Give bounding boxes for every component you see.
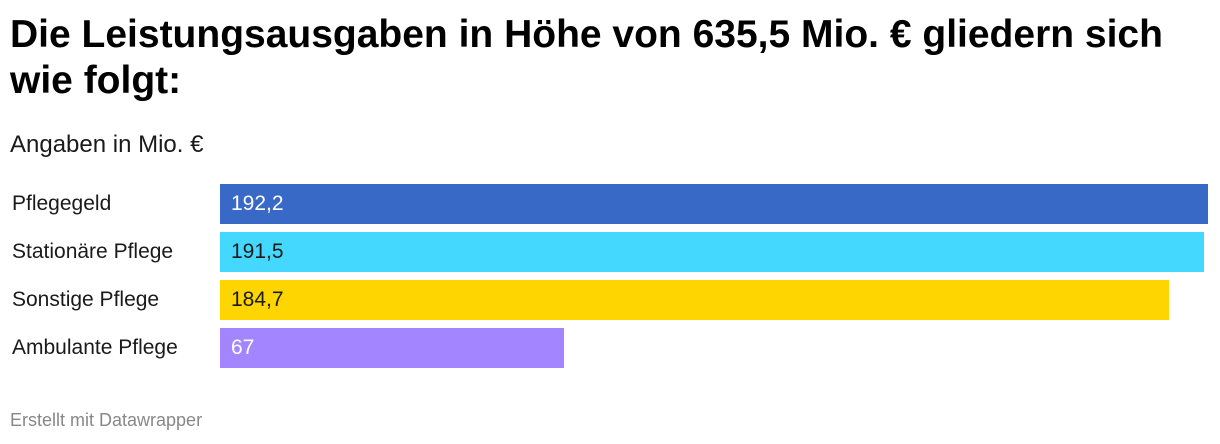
bar-row-pflegegeld: Pflegegeld 192,2 [10,184,1210,224]
bar-value-label: 184,7 [231,288,284,311]
bar [220,184,1208,224]
bar-value-label: 191,5 [231,240,284,263]
category-label: Stationäre Pflege [12,240,174,263]
footer-credit: Erstellt mit Datawrapper [10,410,203,430]
chart-container: Die Leistungsausgaben in Höhe von 635,5 … [10,0,1210,444]
bar [220,232,1204,272]
bar-row-ambulante-pflege: Ambulante Pflege 67 [10,328,1210,368]
bar-row-station-re-pflege: Stationäre Pflege 191,5 [10,232,1210,272]
chart-subtitle: Angaben in Mio. € [10,131,204,158]
chart-title: Die Leistungsausgaben in Höhe von 635,5 … [10,13,1163,102]
bar-value-label: 67 [231,336,255,359]
bar-value-label: 192,2 [231,192,284,215]
bar [220,280,1169,320]
bar-row-sonstige-pflege: Sonstige Pflege 184,7 [10,280,1210,320]
category-label: Sonstige Pflege [12,288,160,311]
category-label: Pflegegeld [12,192,112,215]
bar [220,328,564,368]
category-label: Ambulante Pflege [12,336,178,359]
bar-chart: Pflegegeld 192,2 Stationäre Pflege 191,5 Son… [10,180,1210,375]
